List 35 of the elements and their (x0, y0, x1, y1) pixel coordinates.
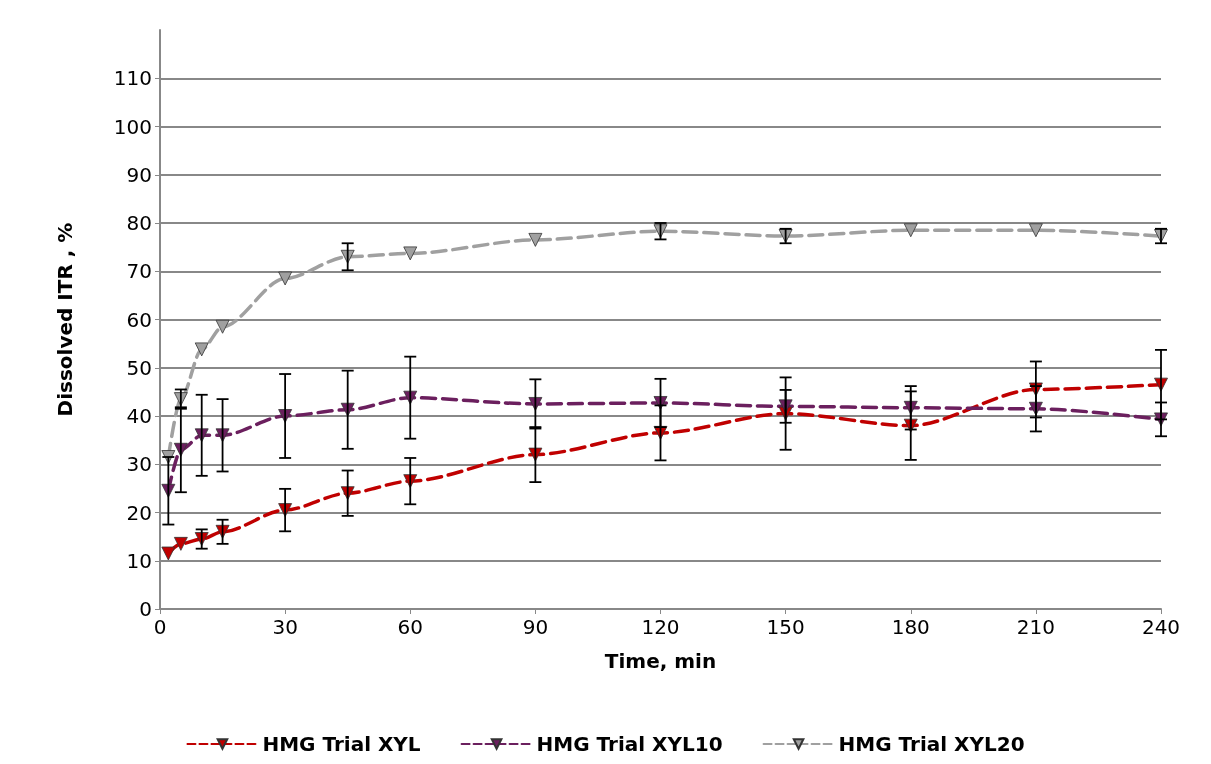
y-tick-label: 80 (126, 211, 152, 235)
legend-label: HMG Trial XYL10 (536, 732, 723, 756)
y-tick-label: 50 (126, 355, 152, 380)
x-tick-label: 90 (522, 615, 549, 639)
y-tick-label: 30 (126, 452, 152, 477)
y-tick-label: 40 (126, 404, 152, 428)
legend-label: HMG Trial XYL (262, 732, 421, 756)
point (903, 223, 918, 238)
point (215, 319, 230, 334)
x-tick-label: 210 (1016, 615, 1055, 639)
point (161, 546, 176, 561)
x-axis-title: Time, min (604, 649, 717, 673)
x-tick-label: 60 (397, 615, 423, 639)
point (403, 246, 418, 261)
point (528, 232, 543, 247)
x-tick-label: 240 (1141, 615, 1181, 639)
y-tick-label: 100 (113, 114, 152, 139)
x-tick-label: 150 (766, 615, 805, 639)
x-tick-label: 0 (153, 615, 167, 639)
y-tick-label: 10 (126, 548, 152, 573)
x-tick-label: 180 (891, 615, 930, 639)
y-tick-label: 0 (139, 597, 152, 621)
y-tick-label: 20 (126, 500, 152, 525)
legend-label: HMG Trial XYL20 (838, 732, 1025, 756)
point (1028, 223, 1043, 238)
y-tick-label: 110 (113, 66, 152, 91)
y-axis-title: Dissolved ITR , % (53, 222, 77, 417)
y-tick-label: 90 (126, 162, 152, 187)
y-tick-label: 60 (126, 307, 152, 332)
point (173, 536, 188, 551)
point (194, 342, 209, 357)
x-tick-label: 30 (272, 615, 298, 639)
point (278, 271, 293, 286)
x-tick-label: 120 (641, 615, 680, 639)
y-tick-label: 70 (126, 259, 152, 284)
